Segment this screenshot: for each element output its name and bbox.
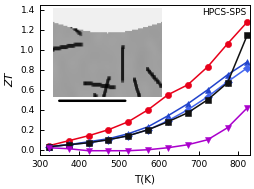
Text: 2 cm: 2 cm: [81, 90, 103, 99]
X-axis label: T(K): T(K): [134, 174, 155, 184]
Text: HPCS-SPS: HPCS-SPS: [201, 8, 245, 17]
Y-axis label: ZT: ZT: [5, 73, 15, 87]
